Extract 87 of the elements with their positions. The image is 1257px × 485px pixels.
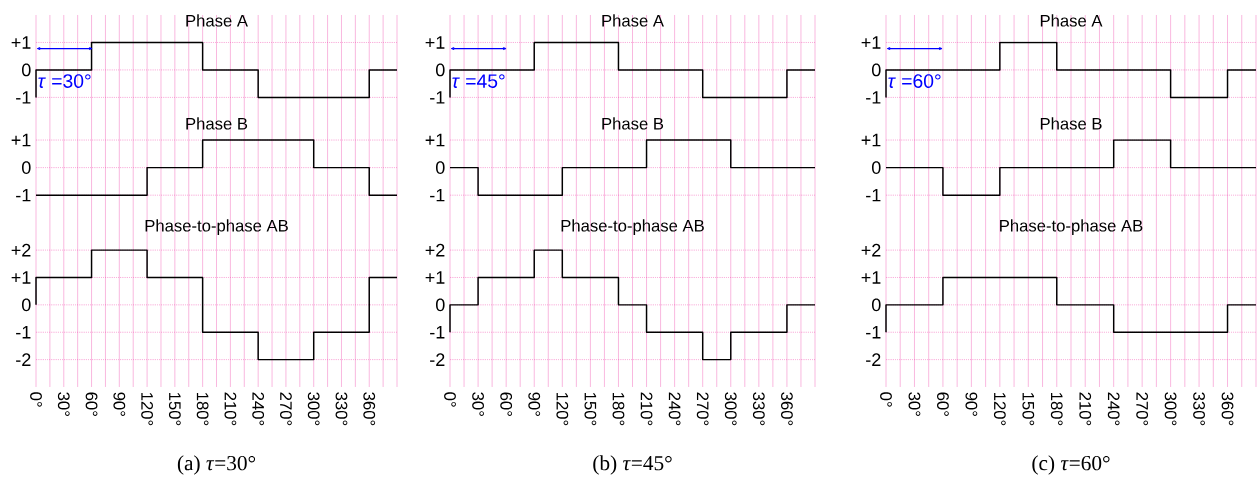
y-tick-label: +1: [11, 271, 31, 284]
y-tick-label: 0: [436, 161, 445, 174]
x-tick-label: 240°: [252, 392, 265, 426]
y-tick-label: -1: [866, 326, 881, 339]
y-tick-label: 0: [22, 161, 31, 174]
chart-title: Phase B: [186, 117, 248, 130]
chart-title: Phase-to-phase AB: [145, 219, 288, 235]
y-tick-label: 0: [22, 63, 31, 77]
x-tick-label: 240°: [668, 392, 681, 426]
y-tick-label: -1: [16, 326, 31, 339]
y-tick-label: 0: [871, 161, 881, 174]
y-tick-label: 0: [871, 63, 881, 77]
y-tick-label: -1: [16, 188, 31, 202]
y-tick-label: +1: [11, 36, 31, 49]
chart-title: Phase A: [602, 14, 664, 27]
y-tick-label: 0: [436, 298, 445, 312]
x-tick-label: 120°: [993, 392, 1006, 426]
y-tick-label: +2: [861, 243, 881, 257]
chart-title: Phase A: [1040, 14, 1103, 27]
y-tick-label: +1: [425, 271, 445, 284]
chart-title: Phase B: [602, 117, 664, 130]
x-tick-label: 90°: [965, 392, 978, 416]
y-tick-label: -1: [430, 188, 445, 202]
y-tick-label: -1: [430, 91, 445, 104]
x-tick-label: 360°: [363, 392, 376, 426]
x-tick-label: 30°: [57, 392, 70, 416]
x-tick-label: 360°: [781, 392, 793, 426]
x-tick-label: 210°: [1079, 392, 1092, 426]
x-tick-label: 90°: [528, 392, 541, 416]
annotation: τ =60°: [888, 74, 941, 88]
x-tick-label: 360°: [1221, 392, 1234, 426]
x-tick-label: 120°: [141, 392, 153, 426]
chart-title: Phase-to-phase AB: [561, 219, 704, 235]
y-tick-label: -1: [866, 188, 881, 202]
y-tick-label: +1: [425, 133, 445, 147]
x-tick-label: 180°: [612, 392, 625, 426]
text: (b) τ=45°: [593, 455, 672, 475]
x-tick-label: 150°: [1022, 392, 1035, 426]
chart-title: Phase-to-phase AB: [1000, 219, 1143, 235]
x-tick-label: 60°: [937, 392, 949, 416]
y-tick-label: -1: [866, 91, 881, 104]
x-tick-label: 60°: [500, 392, 513, 416]
x-tick-label: 330°: [335, 392, 348, 426]
y-tick-label: 0: [871, 298, 881, 312]
text: (a) τ=30°: [177, 455, 256, 475]
annotation: τ =45°: [452, 74, 505, 88]
y-tick-label: -2: [866, 353, 881, 366]
x-tick-label: 270°: [280, 392, 292, 426]
x-tick-label: 330°: [752, 392, 765, 426]
x-tick-label: 0°: [444, 392, 456, 407]
x-tick-label: 330°: [1193, 392, 1205, 426]
y-tick-label: 0: [22, 298, 31, 312]
x-tick-label: 270°: [696, 392, 709, 426]
x-tick-label: 90°: [113, 392, 126, 416]
y-tick-label: +2: [425, 243, 445, 257]
y-tick-label: -2: [430, 353, 445, 366]
y-tick-label: +1: [861, 133, 881, 147]
x-tick-label: 60°: [85, 392, 98, 416]
x-tick-label: 300°: [1164, 392, 1177, 426]
x-tick-label: 240°: [1107, 392, 1120, 426]
x-tick-label: 300°: [724, 392, 737, 426]
y-tick-label: +1: [425, 36, 445, 49]
chart-title: Phase A: [186, 14, 248, 27]
x-tick-label: 0°: [30, 392, 42, 407]
chart-title: Phase B: [1040, 117, 1102, 130]
y-tick-label: 0: [436, 63, 445, 77]
y-tick-label: -1: [430, 326, 445, 339]
x-tick-label: 270°: [1136, 392, 1149, 426]
x-tick-label: 180°: [196, 392, 209, 426]
x-tick-label: 0°: [880, 392, 892, 407]
x-tick-label: 180°: [1050, 392, 1063, 426]
x-tick-label: 120°: [556, 392, 569, 426]
x-tick-label: 30°: [472, 392, 484, 416]
x-tick-label: 210°: [224, 392, 237, 426]
x-tick-label: 210°: [640, 392, 653, 426]
y-tick-label: +1: [11, 133, 31, 147]
y-tick-label: +1: [861, 36, 881, 49]
y-tick-label: +1: [861, 271, 881, 284]
x-tick-label: 300°: [307, 392, 320, 426]
y-tick-label: +2: [11, 243, 31, 257]
y-tick-label: -1: [16, 91, 31, 104]
x-tick-label: 150°: [168, 392, 181, 426]
text: (c) τ=60°: [1032, 455, 1110, 475]
y-tick-label: -2: [16, 353, 31, 366]
x-tick-label: 150°: [584, 392, 597, 426]
x-tick-label: 30°: [908, 392, 921, 416]
annotation: τ =30°: [38, 74, 91, 88]
